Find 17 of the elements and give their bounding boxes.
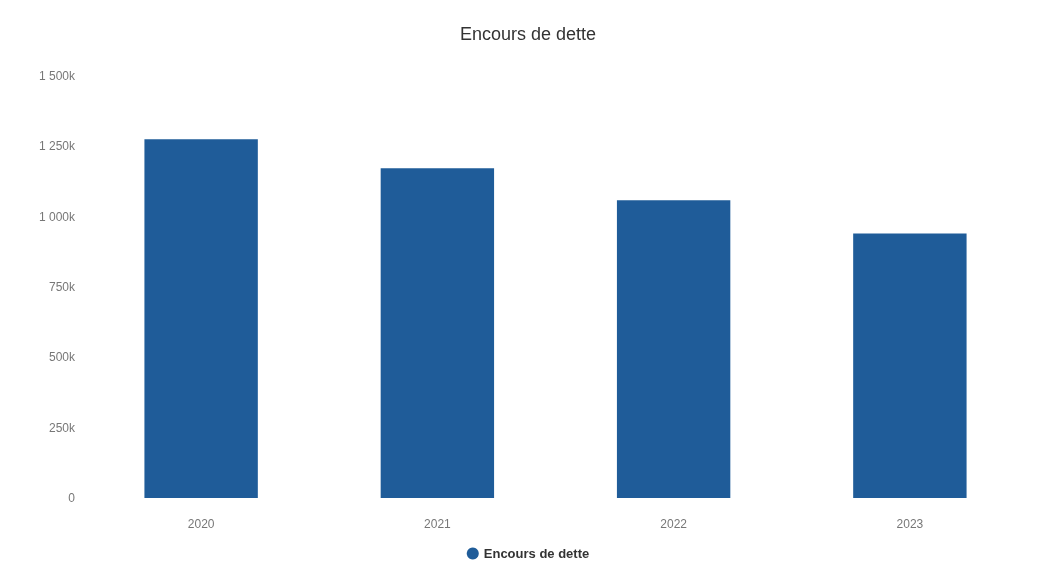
y-tick-label: 500k bbox=[48, 350, 76, 365]
bar bbox=[616, 200, 731, 498]
x-tick-label: 2023 bbox=[896, 517, 924, 531]
chart-title: Encours de dette bbox=[459, 24, 597, 44]
x-tick-label: 2021 bbox=[424, 517, 452, 531]
x-tick-label: 2022 bbox=[660, 517, 688, 531]
bar bbox=[144, 139, 258, 498]
y-tick-label: 1 500k bbox=[38, 69, 76, 83]
y-tick-label: 750k bbox=[48, 280, 76, 294]
bar bbox=[380, 168, 495, 498]
y-tick-label: 0 bbox=[68, 491, 76, 505]
y-tick-label: 1 250k bbox=[38, 139, 76, 154]
bar bbox=[853, 233, 967, 498]
y-tick-label: 1 000k bbox=[38, 209, 76, 224]
y-tick-label: 250k bbox=[48, 420, 76, 435]
x-tick-label: 2020 bbox=[187, 517, 215, 531]
legend-label: Encours de dette bbox=[483, 546, 590, 561]
